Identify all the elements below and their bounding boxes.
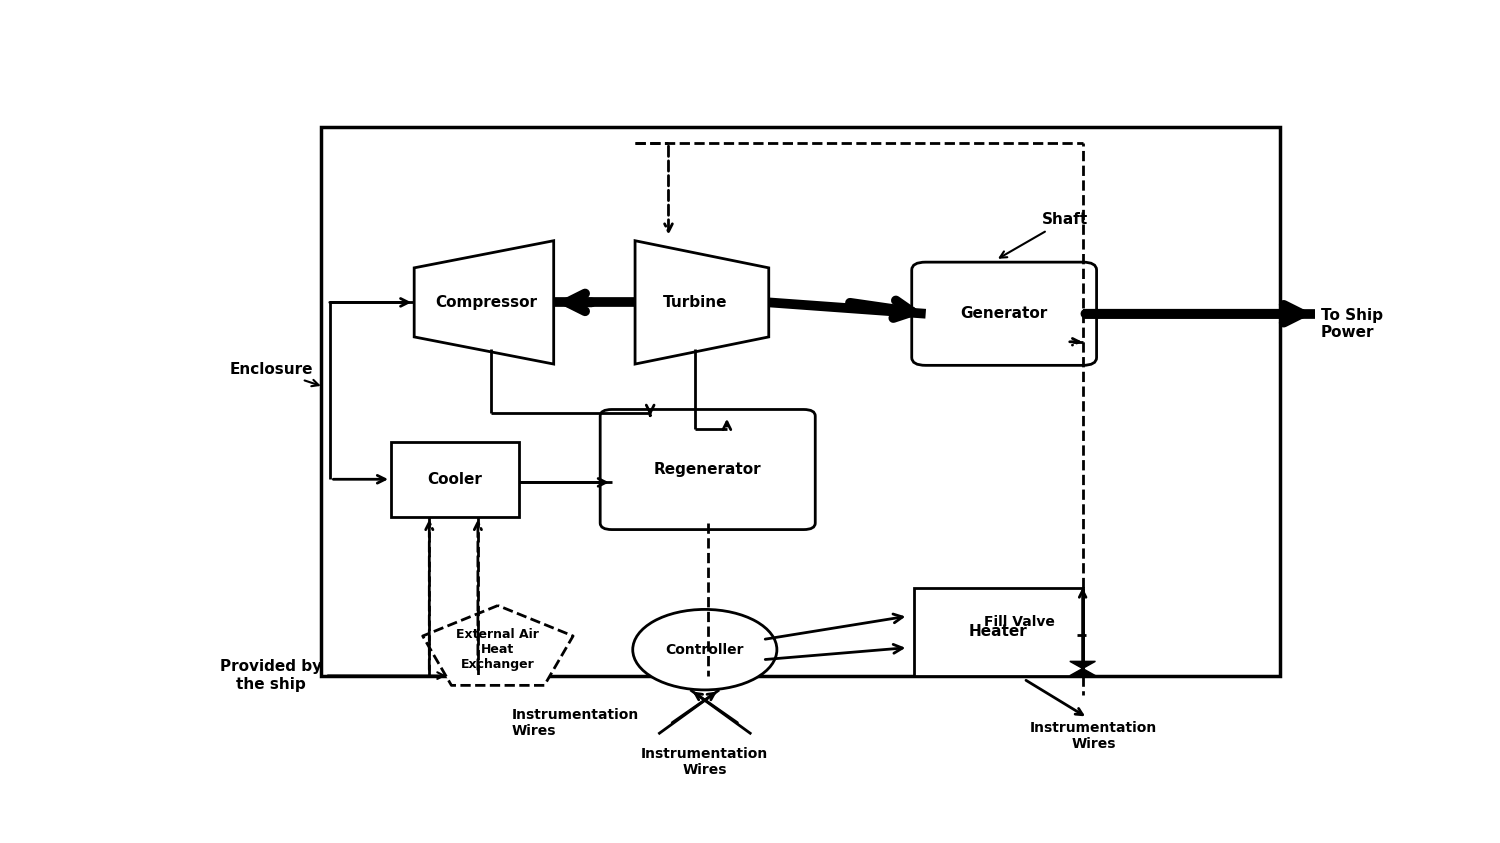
Bar bbox=[392, 442, 519, 517]
Text: Generator: Generator bbox=[960, 306, 1048, 321]
Text: Fill Valve: Fill Valve bbox=[984, 615, 1054, 629]
Text: Cooler: Cooler bbox=[427, 472, 483, 486]
Text: To Ship
Power: To Ship Power bbox=[1322, 308, 1383, 340]
FancyBboxPatch shape bbox=[600, 410, 816, 529]
Text: Controller: Controller bbox=[666, 642, 744, 657]
Polygon shape bbox=[414, 241, 554, 364]
Text: Provided by
the ship: Provided by the ship bbox=[220, 659, 444, 691]
Polygon shape bbox=[1070, 662, 1095, 675]
Polygon shape bbox=[423, 605, 573, 685]
Text: Compressor: Compressor bbox=[435, 295, 537, 310]
Bar bbox=[914, 588, 1083, 675]
Text: Turbine: Turbine bbox=[663, 295, 728, 310]
Polygon shape bbox=[634, 241, 768, 364]
Text: Enclosure: Enclosure bbox=[230, 362, 318, 386]
Text: External Air
Heat
Exchanger: External Air Heat Exchanger bbox=[456, 628, 540, 671]
Text: Instrumentation
Wires: Instrumentation Wires bbox=[640, 747, 768, 777]
Text: Heater: Heater bbox=[969, 625, 1028, 639]
FancyBboxPatch shape bbox=[912, 262, 1096, 365]
Circle shape bbox=[633, 609, 777, 690]
Text: Shaft: Shaft bbox=[1000, 212, 1089, 258]
Text: Instrumentation
Wires: Instrumentation Wires bbox=[512, 708, 639, 738]
Text: Regenerator: Regenerator bbox=[654, 462, 762, 477]
Text: Instrumentation
Wires: Instrumentation Wires bbox=[1030, 721, 1156, 751]
Bar bbox=[321, 127, 1280, 675]
